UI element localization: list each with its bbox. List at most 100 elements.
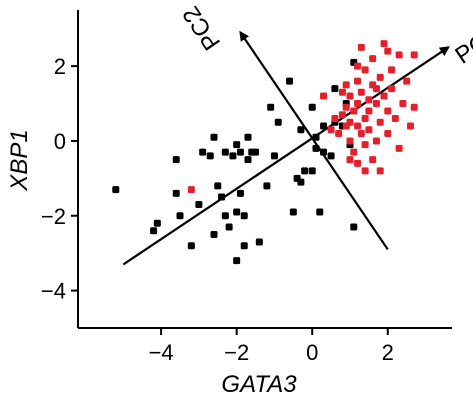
data-points: [112, 40, 418, 265]
red-data-point: [372, 85, 380, 93]
black-data-point: [240, 212, 248, 220]
red-data-point: [372, 137, 380, 145]
x-tick-label: 2: [382, 340, 394, 365]
black-data-point: [210, 230, 218, 238]
pc2-arrow: [239, 30, 389, 251]
black-data-point: [214, 182, 222, 190]
red-data-point: [399, 100, 407, 108]
red-data-point: [372, 100, 380, 108]
x-tick-label: 0: [306, 340, 318, 365]
red-data-point: [357, 43, 365, 51]
black-data-point: [312, 144, 320, 152]
black-data-point: [270, 152, 278, 160]
black-data-point: [274, 118, 282, 126]
black-data-point: [153, 219, 161, 227]
x-axis-title: GATA3: [221, 371, 297, 398]
black-data-point: [286, 77, 294, 85]
black-data-point: [289, 208, 297, 216]
black-data-point: [218, 193, 226, 201]
black-data-point: [320, 148, 328, 156]
red-data-point: [361, 141, 369, 149]
red-data-point: [354, 122, 362, 130]
red-data-point: [346, 92, 354, 100]
red-data-point: [357, 88, 365, 96]
y-tick-label: −4: [41, 279, 66, 304]
black-data-point: [172, 189, 180, 197]
black-data-point: [327, 152, 335, 160]
red-data-point: [361, 66, 369, 74]
black-data-point: [233, 208, 241, 216]
black-data-point: [297, 126, 305, 134]
red-data-point: [395, 144, 403, 152]
red-data-point: [357, 129, 365, 137]
red-data-point: [346, 156, 354, 164]
red-data-point: [338, 111, 346, 119]
red-data-point: [354, 159, 362, 167]
y-tick-label: 0: [54, 129, 66, 154]
red-data-point: [346, 118, 354, 126]
red-data-point: [410, 51, 418, 59]
ticks: −4 −2 0 2 −4 −2 0 2: [41, 54, 394, 365]
black-data-point: [331, 85, 339, 93]
red-data-point: [365, 126, 373, 134]
red-data-point: [369, 55, 377, 63]
red-data-point: [410, 103, 418, 111]
black-data-point: [297, 178, 305, 186]
black-data-point: [210, 133, 218, 141]
x-tick-label: −4: [149, 340, 174, 365]
red-data-point: [361, 114, 369, 122]
red-data-point: [187, 186, 195, 194]
red-data-point: [384, 107, 392, 115]
red-data-point: [342, 81, 350, 89]
red-data-point: [406, 122, 414, 130]
black-data-point: [252, 148, 260, 156]
red-data-point: [320, 92, 328, 100]
y-tick-label: −2: [41, 204, 66, 229]
black-data-point: [263, 182, 271, 190]
red-data-point: [376, 118, 384, 126]
red-data-point: [365, 96, 373, 104]
black-data-point: [244, 133, 252, 141]
black-data-point: [172, 156, 180, 164]
black-data-point: [301, 167, 309, 175]
red-data-point: [350, 107, 358, 115]
black-data-point: [229, 152, 237, 160]
red-data-point: [365, 107, 373, 115]
pc2-label: PC2: [178, 1, 227, 55]
black-data-point: [244, 156, 252, 164]
red-data-point: [346, 137, 354, 145]
red-data-point: [361, 167, 369, 175]
red-data-point: [388, 85, 396, 93]
black-data-point: [316, 208, 324, 216]
red-data-point: [391, 114, 399, 122]
black-data-point: [350, 223, 358, 231]
red-data-point: [354, 100, 362, 108]
black-data-point: [187, 242, 195, 250]
y-axis-title: XBP1: [6, 129, 33, 191]
black-data-point: [195, 201, 203, 209]
black-data-point: [225, 223, 233, 231]
black-data-point: [240, 242, 248, 250]
black-data-point: [176, 212, 184, 220]
red-data-point: [380, 40, 388, 48]
red-data-point: [376, 167, 384, 175]
red-data-point: [384, 47, 392, 55]
red-data-point: [395, 51, 403, 59]
black-data-point: [112, 186, 120, 194]
black-data-point: [255, 238, 263, 246]
black-data-point: [312, 133, 320, 141]
x-tick-label: −2: [224, 340, 249, 365]
red-data-point: [380, 92, 388, 100]
black-data-point: [206, 152, 214, 160]
black-data-point: [233, 141, 241, 149]
black-data-point: [233, 257, 241, 265]
axes: [77, 10, 452, 329]
pc1-arrow: [122, 46, 450, 266]
red-data-point: [354, 77, 362, 85]
red-data-point: [327, 126, 335, 134]
pc1-label: PC1: [450, 21, 473, 69]
red-data-point: [331, 114, 339, 122]
black-data-point: [267, 103, 275, 111]
black-data-point: [221, 212, 229, 220]
red-data-point: [369, 156, 377, 164]
